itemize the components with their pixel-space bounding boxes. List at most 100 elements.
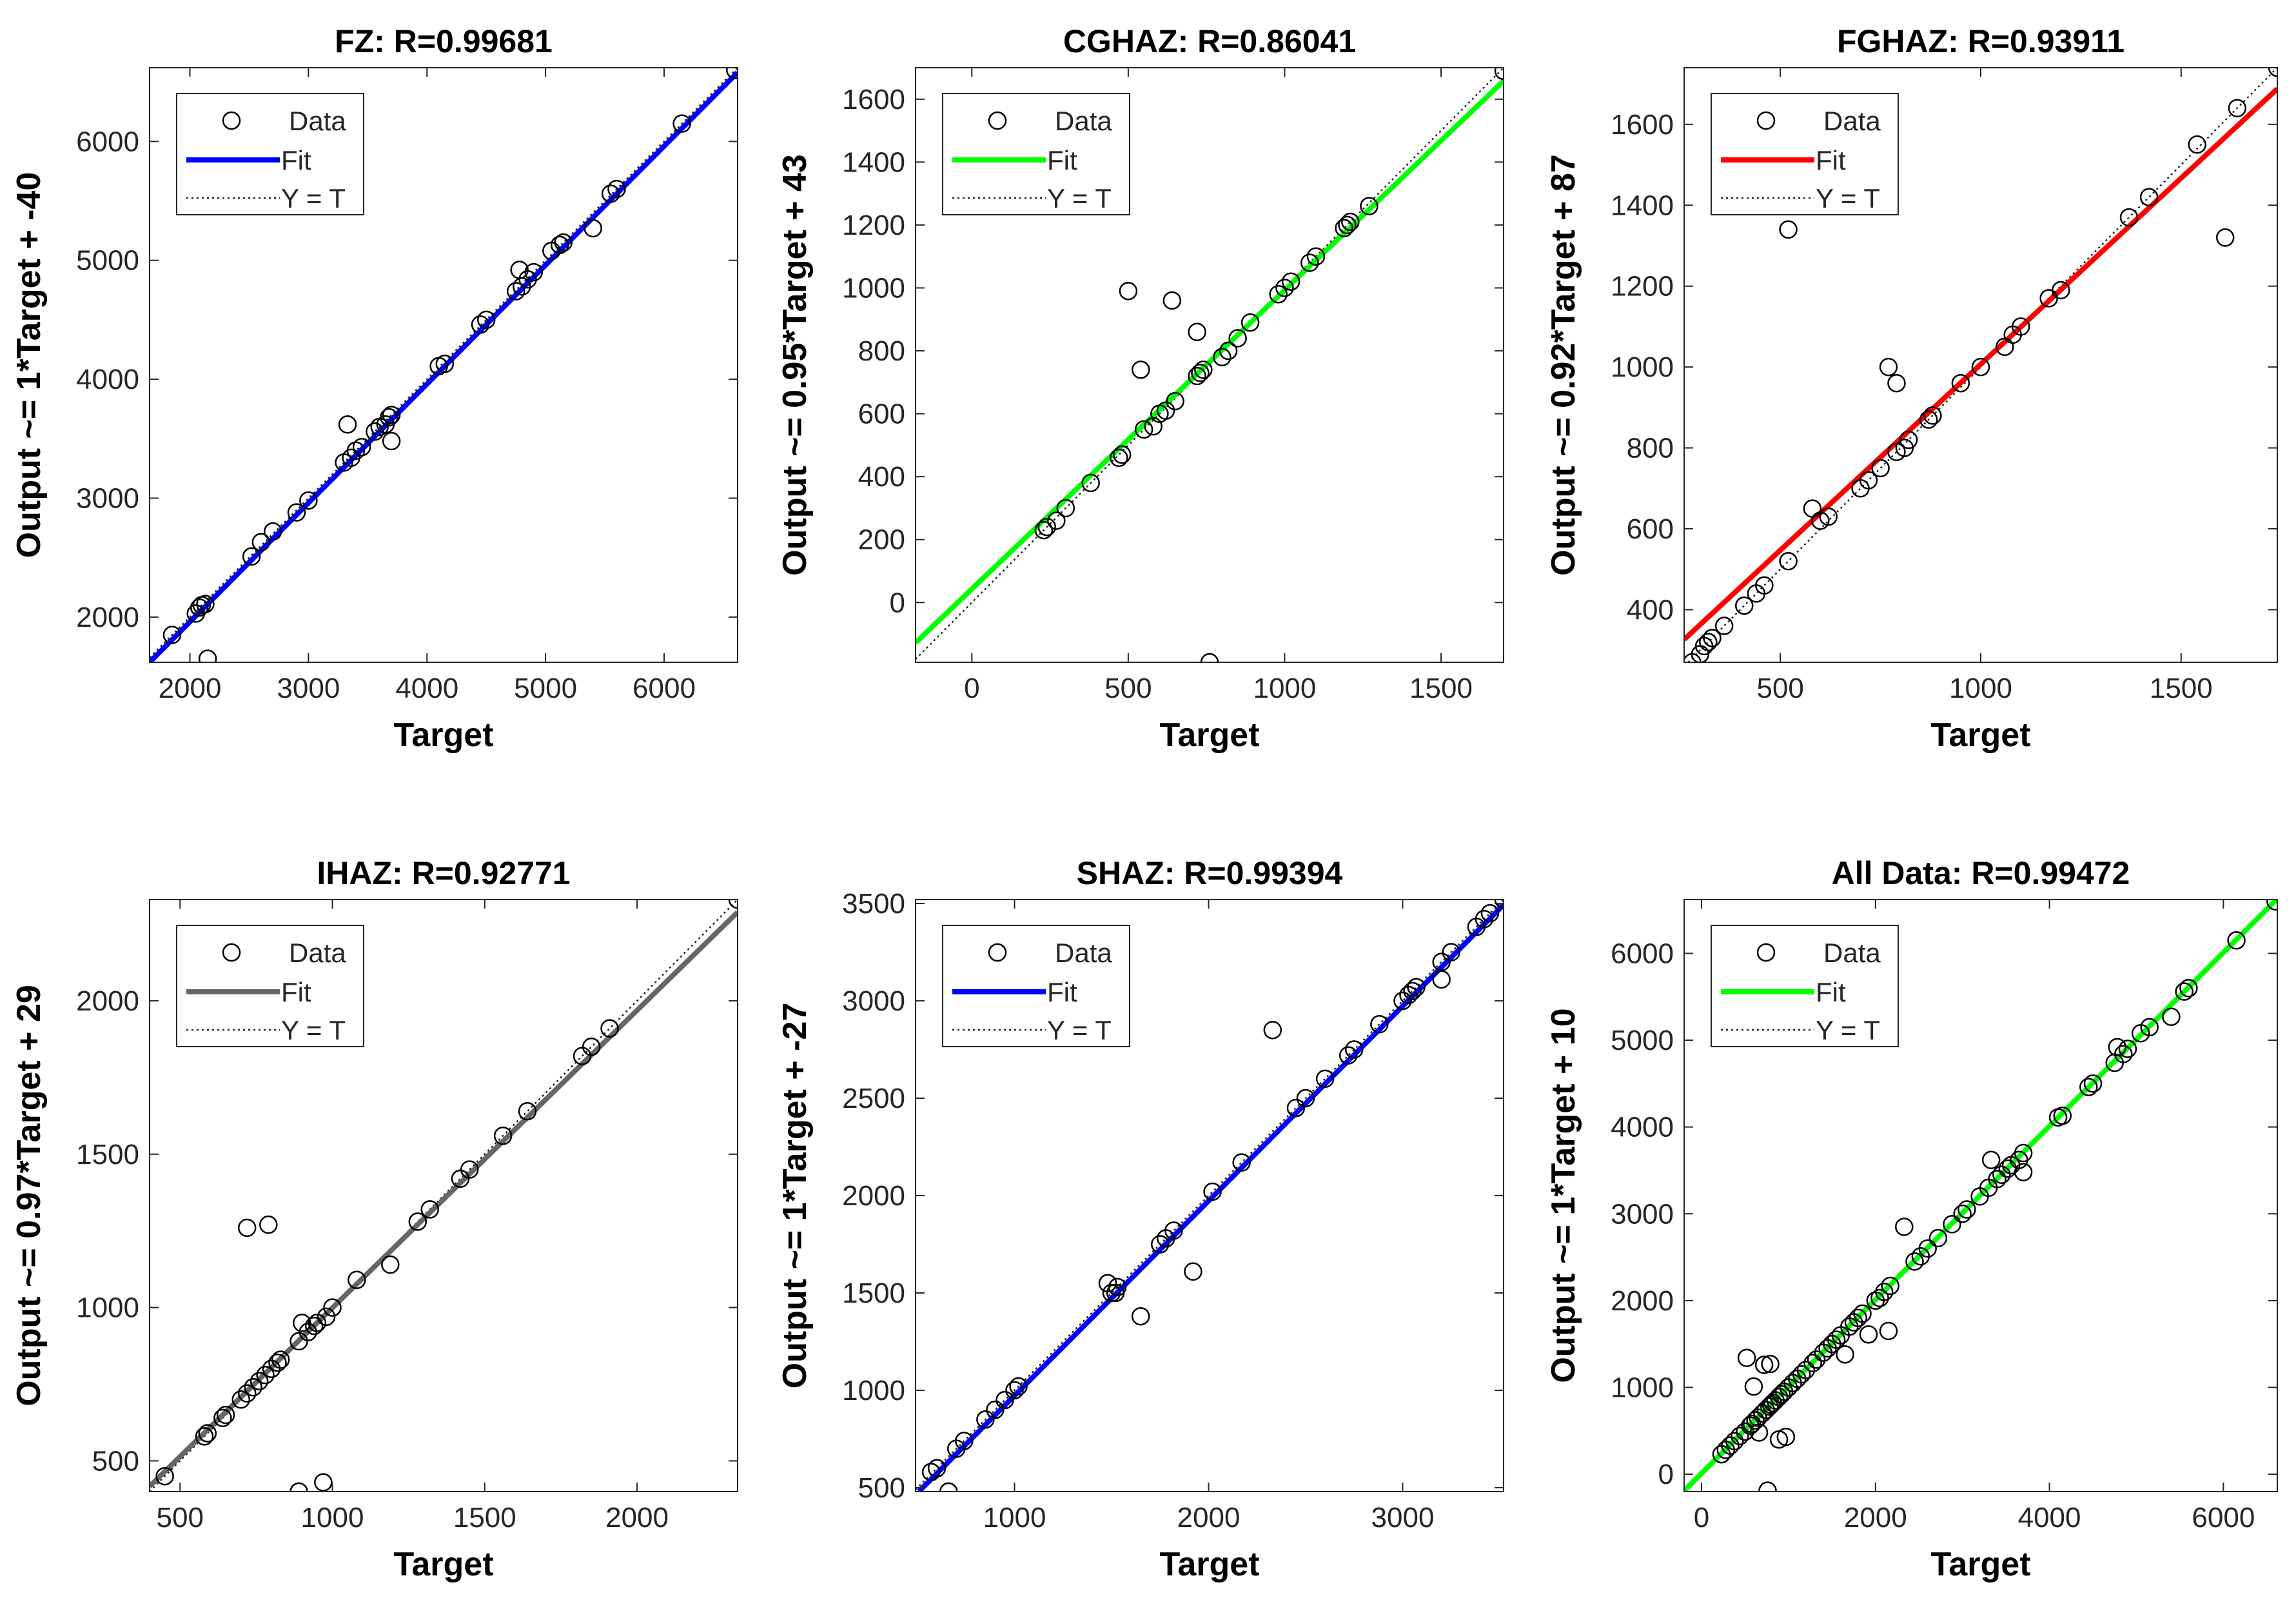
legend-label-fit: Fit [1816, 145, 1846, 175]
legend-box [176, 93, 364, 215]
x-tick-label: 2000 [605, 1502, 669, 1533]
axes-frame [149, 67, 738, 663]
data-point [1150, 1235, 1170, 1254]
data-point [1005, 1381, 1024, 1400]
chart-title: FZ: R=0.99681 [335, 23, 553, 59]
data-point [1219, 341, 1238, 360]
data-point [2175, 982, 2193, 1001]
x-tick-label: 0 [1694, 1502, 1709, 1533]
data-point [1306, 247, 1326, 266]
y-axis-label: Output ~= 1*Target + 10 [1545, 1008, 1582, 1383]
data-point [1407, 978, 1426, 997]
x-axis-label: Target [393, 716, 493, 754]
data-point [162, 626, 182, 644]
x-axis-label: Target [393, 1546, 493, 1583]
data-point [1859, 471, 1878, 490]
y-tick-label: 1000 [1611, 351, 1674, 383]
data-point [1881, 1276, 1899, 1296]
data-point [323, 1298, 342, 1317]
data-point [1108, 1277, 1127, 1297]
data-point [287, 503, 306, 522]
data-point [231, 1390, 251, 1409]
data-point [1887, 373, 1906, 393]
data-point [1988, 1170, 2007, 1188]
data-point [1725, 1432, 1744, 1451]
data-point [1918, 1239, 1937, 1258]
data-point [1919, 410, 1938, 429]
data-point [1853, 1304, 1872, 1323]
data-point [1200, 653, 1219, 662]
data-point [1714, 616, 1734, 635]
y-tick-label: 4000 [76, 364, 139, 395]
data-point [196, 595, 215, 613]
data-point [2228, 99, 2247, 117]
data-point [1047, 511, 1066, 530]
x-axis-label: Target [1930, 716, 2030, 754]
legend: Data Fit Y = T [942, 925, 1130, 1047]
x-tick-label: 1000 [1949, 673, 2012, 704]
data-point [1772, 1385, 1791, 1404]
data-point [584, 219, 602, 238]
data-point [1442, 943, 1460, 961]
data-point [271, 1350, 290, 1369]
chart-panel-2: 0 500 1000 1500 0 200 400 600 800 1000 1200 1400 160… [776, 23, 1504, 754]
data-point [293, 1314, 311, 1332]
x-tick-label: 1000 [301, 1502, 364, 1533]
data-point [366, 422, 384, 441]
data-point [1315, 1069, 1335, 1089]
data-point [550, 235, 569, 255]
data-point [607, 179, 626, 199]
data-point [1755, 576, 1774, 595]
data-point [1269, 284, 1288, 304]
y-tick-label: 3500 [842, 888, 905, 920]
data-point [1971, 357, 1990, 377]
chart-panel-1: 2000 3000 4000 5000 6000 2000 3000 4000 5000 6000… [10, 23, 738, 754]
y-tick-label: 1000 [1611, 1372, 1674, 1403]
chart-title: All Data: R=0.99472 [1832, 855, 2130, 891]
data-point [518, 270, 537, 289]
y-tick-label: 6000 [1611, 938, 1674, 969]
data-point [299, 491, 318, 510]
data-point [921, 1463, 941, 1482]
data-point [1296, 1089, 1315, 1108]
y-tick-label: 2000 [76, 985, 139, 1017]
legend-label-fit: Fit [281, 977, 311, 1007]
x-tick-label: 5000 [514, 673, 577, 704]
data-point [554, 233, 573, 252]
y-tick-label: 3000 [76, 483, 139, 515]
legend-label-ref: Y = T [281, 1015, 346, 1045]
chart-panel-4: 500 1000 1500 2000 500 1000 1500 2000 IHAZ: R=0.… [10, 855, 738, 1583]
legend-label-data: Data [1823, 106, 1881, 136]
chart-title: IHAZ: R=0.92771 [317, 855, 570, 891]
x-axis-label: Target [1159, 716, 1259, 754]
data-point [1164, 1221, 1183, 1240]
chart-panel-3: 500 1000 1500 400 600 800 1000 1200 1400 1600 FGHA… [1545, 23, 2278, 754]
data-point [518, 1101, 537, 1121]
data-point [2118, 1040, 2137, 1058]
data-point [1102, 1283, 1121, 1303]
y-tick-label: 800 [1627, 433, 1674, 464]
data-point [1981, 1150, 2001, 1170]
data-point [1403, 981, 1422, 1001]
legend-label-fit: Fit [1047, 977, 1077, 1007]
data-point [195, 1427, 214, 1446]
data-point [2266, 900, 2277, 911]
data-point [2053, 1106, 2072, 1125]
y-tick-label: 6000 [76, 126, 139, 157]
data-point [1734, 596, 1754, 615]
data-point [1951, 373, 1970, 393]
data-point [471, 315, 490, 334]
data-point [314, 1473, 333, 1492]
data-point [1746, 1411, 1765, 1430]
data-point [1370, 1015, 1389, 1034]
data-point [1758, 1481, 1777, 1492]
legend: Data Fit Y = T [176, 925, 364, 1047]
y-tick-label: 400 [858, 461, 905, 493]
y-tick-label: 1600 [1611, 109, 1674, 141]
data-point [237, 1218, 257, 1237]
data-point [1056, 498, 1075, 518]
x-tick-label: 2000 [1844, 1502, 1907, 1533]
y-axis-label: Output ~= 1*Target + -27 [776, 1003, 814, 1389]
data-point [1338, 215, 1357, 235]
data-point [600, 1019, 619, 1038]
